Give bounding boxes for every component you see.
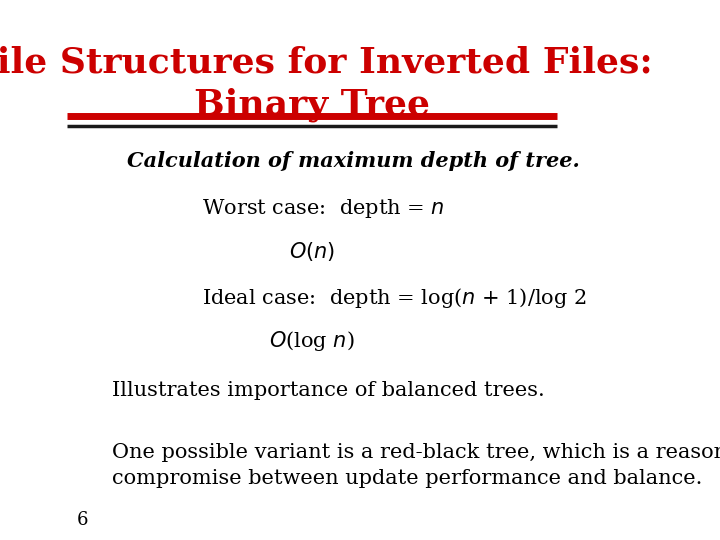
Text: File Structures for Inverted Files:
Binary Tree: File Structures for Inverted Files: Bina… xyxy=(0,46,653,123)
Text: Illustrates importance of balanced trees.: Illustrates importance of balanced trees… xyxy=(112,381,544,400)
Text: Ideal case:  depth = log($n$ + 1)/log 2: Ideal case: depth = log($n$ + 1)/log 2 xyxy=(202,286,587,310)
Text: $O$(log $n$): $O$(log $n$) xyxy=(269,329,355,353)
Text: One possible variant is a red-black tree, which is a reasonable
compromise betwe: One possible variant is a red-black tree… xyxy=(112,443,720,488)
Text: Worst case:  depth = $n$: Worst case: depth = $n$ xyxy=(202,197,445,220)
Text: $O(n)$: $O(n)$ xyxy=(289,240,336,264)
Text: 6: 6 xyxy=(77,511,89,529)
Text: Calculation of maximum depth of tree.: Calculation of maximum depth of tree. xyxy=(127,151,580,171)
